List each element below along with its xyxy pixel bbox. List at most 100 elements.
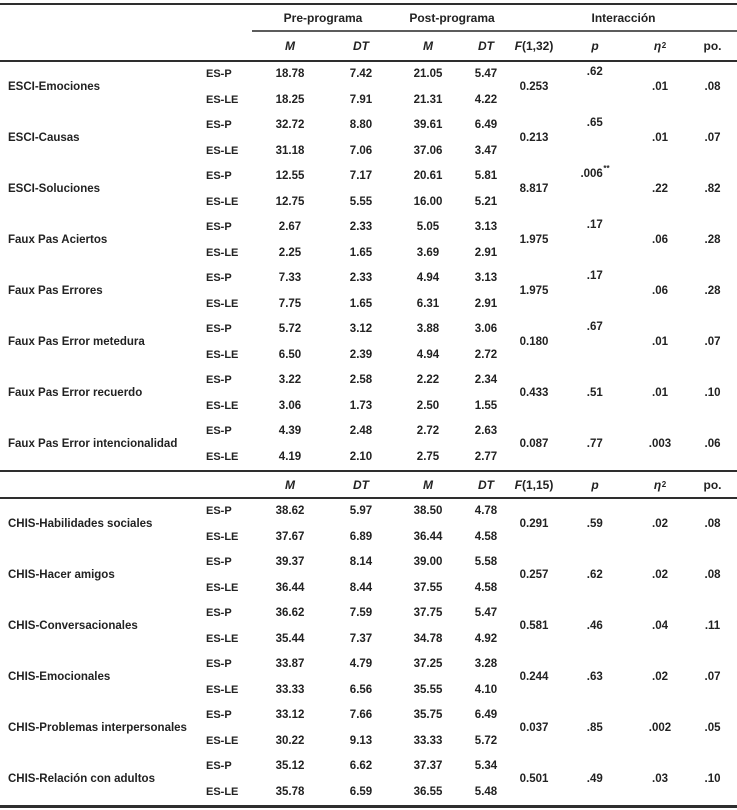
variable-label: Faux Pas Error recuerdo bbox=[8, 386, 143, 399]
f-statistic-column-header: F (1,15) bbox=[514, 477, 554, 492]
section-chis: CHIS-Habilidades sociales ES-P 38.62 5.9… bbox=[0, 499, 737, 805]
table-row: CHIS-Relación con adultos ES-P 35.12 6.6… bbox=[0, 754, 737, 805]
variable-label: Faux Pas Aciertos bbox=[8, 233, 108, 246]
f-statistic-column-header: F (1,32) bbox=[514, 39, 554, 53]
p-value: .67 bbox=[586, 321, 603, 333]
post-mean-value: 33.33 bbox=[413, 734, 443, 747]
variable-label: CHIS-Relación con adultos bbox=[8, 772, 155, 785]
pre-mean-column-header: M bbox=[285, 39, 295, 53]
post-sd-value: 5.58 bbox=[474, 556, 498, 568]
post-sd-value: 5.47 bbox=[474, 68, 498, 80]
table-row: Faux Pas Errores ES-P 7.33 2.33 4.94 3.1… bbox=[0, 266, 737, 317]
pre-sd-value: 7.06 bbox=[349, 144, 373, 157]
pre-mean-value: 35.12 bbox=[275, 760, 305, 772]
variable-label: CHIS-Habilidades sociales bbox=[8, 517, 153, 530]
table-row: ESCI-Emociones ES-P 18.78 7.42 21.05 5.4… bbox=[0, 62, 737, 113]
post-mean-value: 37.25 bbox=[413, 658, 443, 670]
post-mean-value: 2.75 bbox=[416, 450, 440, 463]
group-label-esle: ES-LE bbox=[206, 144, 239, 157]
eta-squared-value: .01 bbox=[652, 131, 668, 144]
f-value: 1.975 bbox=[519, 233, 549, 246]
group-label-esle: ES-LE bbox=[206, 450, 239, 463]
pre-sd-value: 4.79 bbox=[349, 658, 373, 670]
post-mean-column-header: M bbox=[423, 477, 433, 492]
post-mean-value: 20.61 bbox=[413, 170, 443, 182]
variable-label: CHIS-Conversacionales bbox=[8, 619, 138, 632]
pre-sd-value: 6.89 bbox=[349, 530, 373, 543]
table-row: CHIS-Conversacionales ES-P 36.62 7.59 37… bbox=[0, 601, 737, 652]
group-label-esle: ES-LE bbox=[206, 785, 239, 798]
interaction-group-header: Interacción bbox=[591, 10, 656, 25]
group-label-esle: ES-LE bbox=[206, 632, 239, 645]
post-mean-value: 37.06 bbox=[413, 144, 443, 157]
pre-sd-value: 8.14 bbox=[349, 556, 373, 568]
pre-mean-value: 33.12 bbox=[275, 709, 305, 721]
power-value: .28 bbox=[704, 284, 721, 297]
group-label-esle: ES-LE bbox=[206, 246, 239, 259]
table-row: Faux Pas Aciertos ES-P 2.67 2.33 5.05 3.… bbox=[0, 215, 737, 266]
f-value: 0.581 bbox=[519, 619, 549, 632]
power-column-header: po. bbox=[703, 39, 722, 53]
p-value: .85 bbox=[586, 721, 603, 734]
power-value: .06 bbox=[704, 437, 721, 450]
post-sd-column-header: DT bbox=[478, 39, 494, 53]
pre-mean-value: 35.78 bbox=[275, 785, 305, 798]
pre-sd-value: 2.39 bbox=[349, 348, 373, 361]
table-top-rule bbox=[0, 3, 737, 5]
pre-mean-value: 3.22 bbox=[278, 374, 302, 386]
pre-sd-value: 6.62 bbox=[349, 760, 373, 772]
variable-label: Faux Pas Errores bbox=[8, 284, 103, 297]
f-value: 0.180 bbox=[519, 335, 549, 348]
post-mean-value: 39.00 bbox=[413, 556, 443, 568]
post-mean-value: 36.55 bbox=[413, 785, 443, 798]
group-label-esp: ES-P bbox=[206, 374, 232, 387]
post-mean-value: 36.44 bbox=[413, 530, 443, 543]
group-label-esp: ES-P bbox=[206, 119, 232, 132]
pre-mean-value: 30.22 bbox=[275, 734, 305, 747]
f-value: 0.213 bbox=[519, 131, 549, 144]
post-mean-value: 2.72 bbox=[416, 425, 440, 437]
post-sd-value: 3.28 bbox=[474, 658, 498, 670]
post-sd-value: 6.49 bbox=[474, 119, 498, 131]
pre-mean-value: 2.67 bbox=[278, 221, 302, 233]
group-label-esp: ES-P bbox=[206, 68, 232, 81]
variable-label: Faux Pas Error intencionalidad bbox=[8, 437, 178, 450]
pre-sd-value: 1.65 bbox=[349, 297, 373, 310]
section-esci-fauxpas: ESCI-Emociones ES-P 18.78 7.42 21.05 5.4… bbox=[0, 62, 737, 470]
group-label-esle: ES-LE bbox=[206, 195, 239, 208]
p-value: .63 bbox=[586, 670, 603, 683]
pre-mean-value: 37.67 bbox=[275, 530, 305, 543]
pre-mean-value: 31.18 bbox=[275, 144, 305, 157]
power-value: .08 bbox=[704, 568, 721, 581]
section-divider-rule-bottom bbox=[0, 497, 737, 499]
pre-sd-value: 5.55 bbox=[349, 195, 373, 208]
p-value: .77 bbox=[586, 437, 603, 450]
pre-mean-value: 7.33 bbox=[278, 272, 302, 284]
power-value: .07 bbox=[704, 670, 721, 683]
group-label-esp: ES-P bbox=[206, 425, 232, 438]
pre-sd-column-header: DT bbox=[353, 39, 369, 53]
variable-label: CHIS-Problemas interpersonales bbox=[8, 721, 187, 734]
eta-squared-value: .01 bbox=[652, 80, 668, 93]
pre-sd-value: 2.48 bbox=[349, 425, 373, 437]
f-value: 0.244 bbox=[519, 670, 549, 683]
group-label-esp: ES-P bbox=[206, 556, 232, 569]
post-sd-value: 2.77 bbox=[474, 450, 498, 463]
variable-label: CHIS-Hacer amigos bbox=[8, 568, 115, 581]
table-row: Faux Pas Error metedura ES-P 5.72 3.12 3… bbox=[0, 317, 737, 368]
power-value: .08 bbox=[704, 517, 721, 530]
pre-mean-value: 35.44 bbox=[275, 632, 305, 645]
header-bottom-rule bbox=[0, 60, 737, 62]
eta-squared-value: .01 bbox=[652, 386, 668, 399]
eta-squared-value: .06 bbox=[652, 233, 668, 246]
eta-squared-value: .003 bbox=[648, 437, 672, 450]
pre-sd-value: 2.10 bbox=[349, 450, 373, 463]
table-row: Faux Pas Error recuerdo ES-P 3.22 2.58 2… bbox=[0, 368, 737, 419]
pre-mean-value: 6.50 bbox=[278, 348, 302, 361]
variable-label: Faux Pas Error metedura bbox=[8, 335, 145, 348]
group-label-esp: ES-P bbox=[206, 221, 232, 234]
pre-mean-value: 39.37 bbox=[275, 556, 305, 568]
group-label-esp: ES-P bbox=[206, 760, 232, 773]
eta-squared-value: .06 bbox=[652, 284, 668, 297]
post-sd-value: 2.72 bbox=[474, 348, 498, 361]
